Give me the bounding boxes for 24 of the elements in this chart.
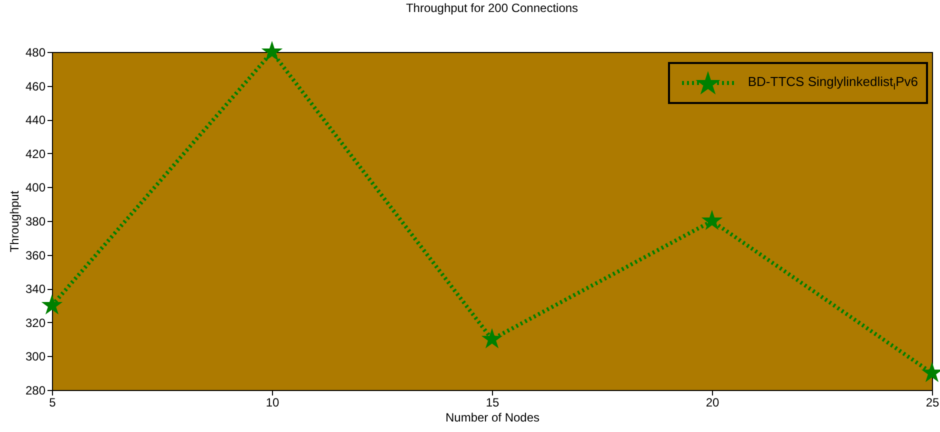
y-tick-label: 320 [25, 316, 46, 330]
y-tick-label: 360 [25, 248, 46, 262]
x-tick-label: 10 [266, 396, 280, 410]
y-tick-label: 300 [25, 350, 46, 364]
y-tick-label: 480 [25, 46, 46, 60]
point [41, 294, 63, 315]
y-tick-label: 280 [25, 384, 46, 398]
chart-title: Throughput for 200 Connections [406, 0, 578, 15]
point [701, 210, 723, 230]
point [261, 40, 283, 62]
y-tick-label: 440 [25, 113, 46, 128]
x-tick-label: 15 [486, 396, 500, 410]
point [481, 328, 503, 348]
x-tick-label: 20 [706, 396, 720, 410]
y-tick-label: 420 [25, 146, 46, 161]
y-tick-label: 340 [25, 282, 46, 296]
y-tick-label: 400 [25, 180, 46, 195]
legend-label: BD-TTCS Singlylinkedlist$_{I}$Pv6 [748, 74, 918, 92]
y-axis-title: Throughput [7, 190, 22, 252]
y-tick-label: 380 [25, 214, 46, 228]
x-tick-label: 5 [49, 396, 56, 410]
x-axis-title: Number of Nodes [445, 410, 540, 424]
y-tick-label: 460 [25, 79, 46, 94]
x-tick-label: 25 [926, 396, 940, 410]
